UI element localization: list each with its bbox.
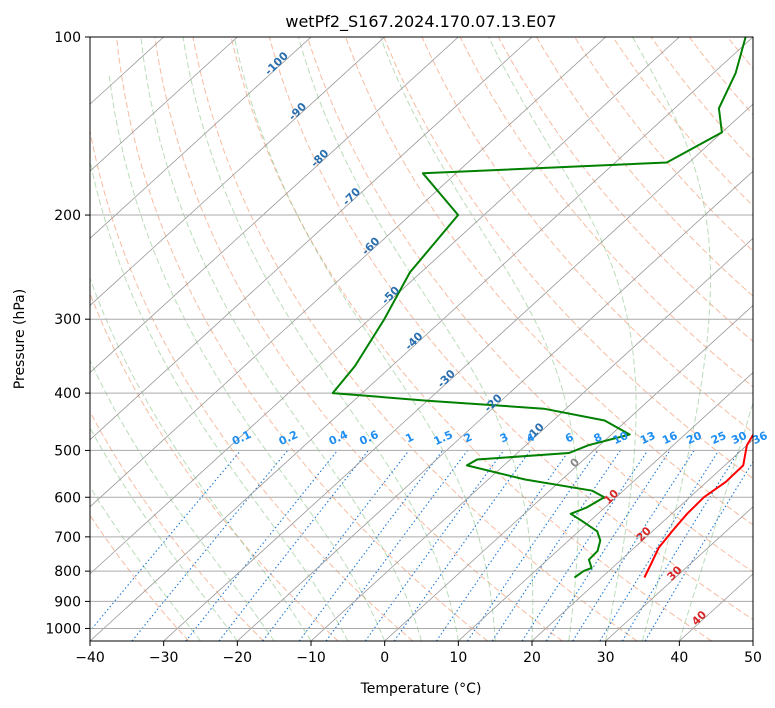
- mixing-ratio-line: [90, 450, 242, 632]
- dry-adiabat: [536, 37, 753, 297]
- isotherm: [90, 37, 459, 374]
- mixing-ratio-label: 16: [660, 429, 680, 447]
- mixing-ratio-line: [131, 450, 289, 641]
- dewpoint-line: [331, 37, 747, 579]
- y-tick-label: 1000: [45, 621, 81, 637]
- dry-adiabat: [230, 37, 712, 641]
- mixing-ratio-label: 30: [729, 429, 749, 447]
- isotherm: [90, 37, 385, 306]
- x-tick-label: 40: [670, 650, 688, 666]
- y-axis-title: Pressure (hPa): [12, 289, 28, 389]
- y-tick-label: 900: [54, 594, 81, 610]
- isotherm: [90, 37, 312, 239]
- isotherm: [90, 37, 753, 641]
- x-tick-label: 20: [523, 650, 541, 666]
- mixing-ratio-label: 36: [750, 429, 770, 447]
- y-tick-label: 600: [54, 490, 81, 506]
- y-tick-label: 400: [54, 386, 81, 402]
- dry-adiabat: [383, 37, 753, 480]
- isotherm: [237, 170, 753, 641]
- mixing-ratio-line: [521, 450, 649, 641]
- dry-adiabat: [459, 37, 753, 388]
- background-lines: [90, 37, 775, 641]
- mixing-ratio-line: [298, 450, 444, 641]
- moist-adiabat: [140, 37, 422, 641]
- isotherm: [384, 304, 753, 641]
- x-tick-label: −40: [75, 650, 105, 666]
- chart-title: wetPf2_S167.2024.170.07.13.E07: [285, 12, 556, 32]
- mixing-ratio-label: 25: [709, 429, 728, 447]
- y-tick-label: 200: [54, 208, 81, 224]
- mixing-ratio-label: 20: [684, 429, 704, 447]
- dry-adiabat: [154, 37, 563, 641]
- y-tick-label: 700: [54, 530, 81, 546]
- isotherm: [752, 640, 753, 641]
- dry-adiabat: [421, 37, 753, 434]
- x-tick-label: −20: [223, 650, 253, 666]
- y-tick-label: 300: [54, 312, 81, 328]
- x-tick-label: 50: [744, 650, 762, 666]
- x-tick-label: 10: [449, 650, 467, 666]
- y-tick-label: 100: [54, 30, 81, 46]
- moist-adiabat: [678, 401, 753, 641]
- isotherm: [90, 37, 606, 508]
- mixing-ratio-line: [621, 450, 740, 641]
- moist-adiabat: [90, 158, 349, 641]
- dry-adiabat: [766, 37, 775, 641]
- plot-frame: [89, 36, 754, 642]
- mixing-ratio-line: [572, 450, 695, 641]
- moist-adiabat: [488, 37, 637, 641]
- x-tick-label: 30: [597, 650, 615, 666]
- isotherm: [90, 37, 680, 575]
- mixing-ratio-label: 10: [611, 429, 631, 447]
- temperature-line: [643, 432, 753, 578]
- mixing-ratio-line: [545, 450, 671, 641]
- moist-adiabat: [182, 37, 459, 641]
- mixing-ratio-line: [262, 450, 410, 641]
- isotherm: [458, 372, 753, 641]
- mixing-ratio-line: [325, 450, 468, 641]
- moist-adiabat: [108, 72, 386, 641]
- y-tick-label: 500: [54, 443, 81, 459]
- mixing-ratio-line: [467, 450, 599, 641]
- isotherm: [310, 237, 753, 641]
- dry-adiabat: [90, 514, 190, 641]
- x-tick-label: 0: [380, 650, 389, 666]
- mixing-ratio-line: [491, 450, 621, 641]
- series-lines: [331, 37, 753, 579]
- dry-adiabat: [116, 37, 488, 641]
- dry-adiabat: [192, 37, 638, 641]
- x-axis: −40 −30 −20 −10 0 10 20 30 40 50: [75, 641, 762, 666]
- isotherm: [605, 506, 753, 641]
- dry-adiabat: [90, 128, 414, 641]
- moist-adiabat: [90, 485, 201, 641]
- isotherm: [90, 37, 238, 172]
- moist-adiabat: [297, 37, 534, 641]
- x-axis-title: Temperature (°C): [360, 681, 482, 697]
- x-tick-label: −10: [296, 650, 326, 666]
- moist-adiabat: [90, 426, 238, 641]
- dry-adiabat: [612, 37, 753, 207]
- isotherm: [163, 103, 753, 641]
- mixing-ratio-label: 13: [638, 429, 657, 447]
- moist-adiabat: [380, 37, 579, 641]
- isotherm: [531, 439, 753, 641]
- mixing-ratio-line: [435, 450, 570, 641]
- y-tick-label: 800: [54, 564, 81, 580]
- mixing-ratio-line: [599, 450, 720, 641]
- mixing-ratio-line: [185, 450, 339, 641]
- y-axis: 100 200 300 400 500 600 700 800 900 1000: [45, 30, 90, 637]
- dry-adiabat: [345, 37, 753, 526]
- dry-adiabat: [574, 37, 753, 252]
- moist-adiabat: [233, 37, 496, 641]
- x-tick-label: −30: [149, 650, 179, 666]
- isotherm: [90, 37, 533, 441]
- mixing-ratio-line: [364, 450, 505, 641]
- dry-adiabat: [268, 37, 753, 621]
- dry-adiabat: [497, 37, 753, 342]
